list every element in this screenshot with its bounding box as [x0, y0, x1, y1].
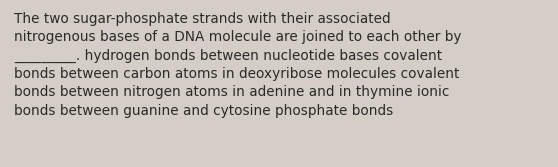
Text: The two sugar-phosphate strands with their associated
nitrogenous bases of a DNA: The two sugar-phosphate strands with the… [14, 12, 461, 118]
